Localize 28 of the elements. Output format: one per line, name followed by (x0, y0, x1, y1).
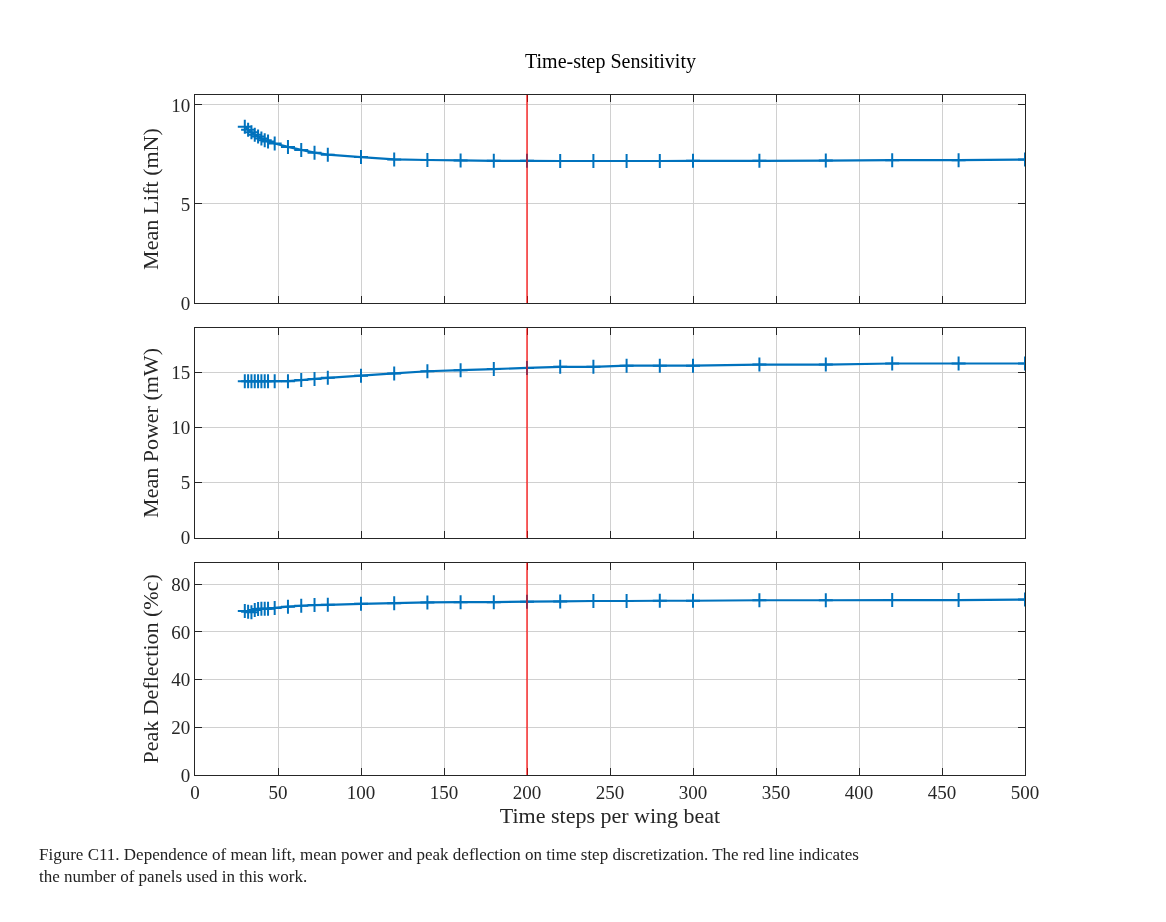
y-axis-title: Mean Power (mW) (138, 348, 163, 518)
y-axis-title: Mean Lift (mN) (138, 128, 163, 270)
y-tick-label: 80 (171, 573, 191, 595)
x-tick-label: 50 (268, 781, 288, 803)
caption: Figure C11. Dependence of mean lift, mean power and peak deflection on time step discretization. The red line indicates the number of panels used in this work. (39, 845, 859, 887)
y-tick-label: 60 (171, 621, 191, 643)
y-tick-label: 5 (180, 472, 191, 494)
y-tick-label: 20 (171, 716, 191, 738)
x-tick-label: 450 (927, 781, 957, 803)
y-tick-label: 15 (171, 361, 191, 383)
x-tick-label: 400 (844, 781, 874, 803)
x-tick-label: 200 (512, 781, 542, 803)
y-tick-label: 10 (171, 94, 191, 116)
chart-title: Time-step Sensitivity (525, 50, 696, 73)
y-axis-title: Peak Deflection (%c) (138, 574, 163, 764)
x-axis-title: Time steps per wing beat (499, 802, 721, 828)
y-tick-label: 10 (171, 417, 191, 439)
x-tick-label: 300 (678, 781, 708, 803)
x-tick-label: 100 (346, 781, 376, 803)
y-tick-label: 0 (180, 292, 191, 314)
y-tick-label: 40 (171, 669, 191, 691)
x-tick-label: 250 (595, 781, 625, 803)
x-tick-label: 500 (1010, 781, 1040, 803)
y-tick-label: 0 (180, 527, 191, 549)
y-tick-label: 0 (180, 764, 191, 786)
x-tick-label: 350 (761, 781, 791, 803)
y-tick-label: 5 (180, 193, 191, 215)
x-tick-label: 150 (429, 781, 459, 803)
